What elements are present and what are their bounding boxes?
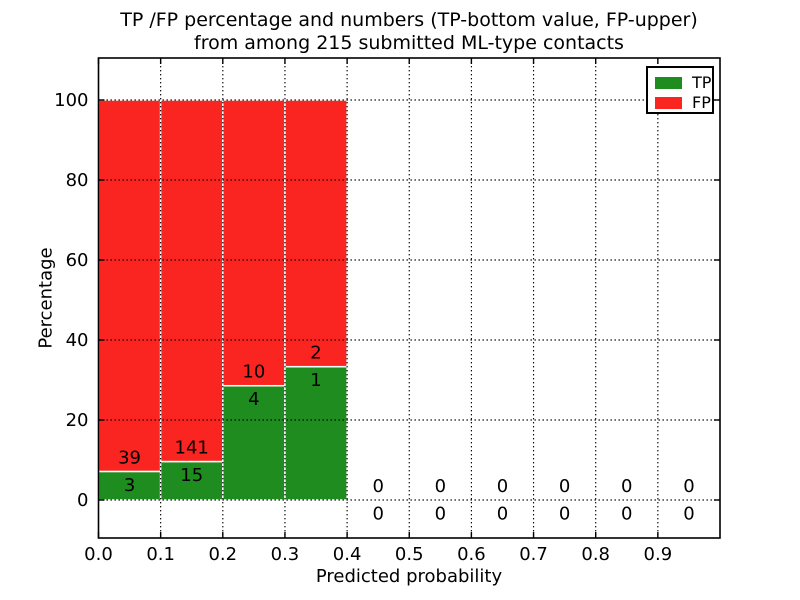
y-tick-label: 100 [54, 90, 88, 111]
tp-color-swatch [655, 76, 682, 89]
fp-bar [222, 99, 286, 387]
fp-bar [97, 99, 162, 473]
legend-label-tp: TP [692, 72, 712, 92]
x-tick-label: 0.8 [581, 544, 610, 565]
tp-count-annotation: 15 [180, 465, 203, 486]
x-tick-label: 0.6 [457, 544, 486, 565]
fp-bar [284, 99, 348, 368]
x-tick-label: 0.1 [146, 544, 175, 565]
fp-bar [159, 99, 224, 463]
chart-title: TP /FP percentage and numbers (TP-bottom… [98, 9, 720, 54]
fp-count-annotation: 141 [175, 438, 209, 459]
y-tick-label: 20 [66, 410, 89, 431]
tp-bar [222, 384, 286, 501]
tp-count-annotation: 4 [248, 389, 259, 410]
legend-label-fp: FP [692, 92, 711, 112]
legend-item-tp: TP [655, 73, 712, 92]
x-tick-label: 0.5 [395, 544, 424, 565]
tp-count-annotation: 1 [310, 370, 321, 391]
tp-count-annotation: 0 [372, 504, 383, 525]
chart-title-line2: from among 215 submitted ML-type contact… [194, 31, 624, 54]
fp-count-annotation: 0 [621, 476, 632, 497]
fp-color-swatch [655, 96, 682, 109]
y-tick-label: 60 [66, 250, 89, 271]
legend: TP FP [646, 66, 714, 114]
x-tick-label: 0.9 [644, 544, 673, 565]
y-tick-label: 0 [77, 490, 88, 511]
y-axis-label: Percentage [35, 247, 57, 349]
x-tick-label: 0.4 [333, 544, 362, 565]
fp-count-annotation: 2 [310, 343, 321, 364]
x-axis-label: Predicted probability [315, 566, 503, 587]
fp-count-annotation: 39 [118, 447, 141, 468]
fp-count-annotation: 0 [435, 476, 446, 497]
tp-count-annotation: 0 [497, 504, 508, 525]
fp-count-annotation: 0 [497, 476, 508, 497]
tp-count-annotation: 3 [124, 475, 135, 496]
fp-count-annotation: 10 [242, 362, 265, 383]
y-tick-label: 80 [66, 170, 89, 191]
plot-border [97, 57, 721, 539]
fp-count-annotation: 0 [683, 476, 694, 497]
tp-count-annotation: 0 [435, 504, 446, 525]
x-tick-label: 0.7 [519, 544, 548, 565]
legend-item-fp: FP [655, 93, 712, 112]
y-tick-label: 40 [66, 330, 89, 351]
tp-count-annotation: 0 [559, 504, 570, 525]
x-tick-label: 0.2 [208, 544, 237, 565]
tp-bar [284, 365, 348, 501]
fp-count-annotation: 0 [559, 476, 570, 497]
x-tick-label: 0.3 [271, 544, 300, 565]
tp-count-annotation: 0 [621, 504, 632, 525]
tp-count-annotation: 0 [683, 504, 694, 525]
chart-title-line1: TP /FP percentage and numbers (TP-bottom… [120, 9, 698, 31]
x-tick-label: 0.0 [84, 544, 113, 565]
fp-count-annotation: 0 [372, 476, 383, 497]
